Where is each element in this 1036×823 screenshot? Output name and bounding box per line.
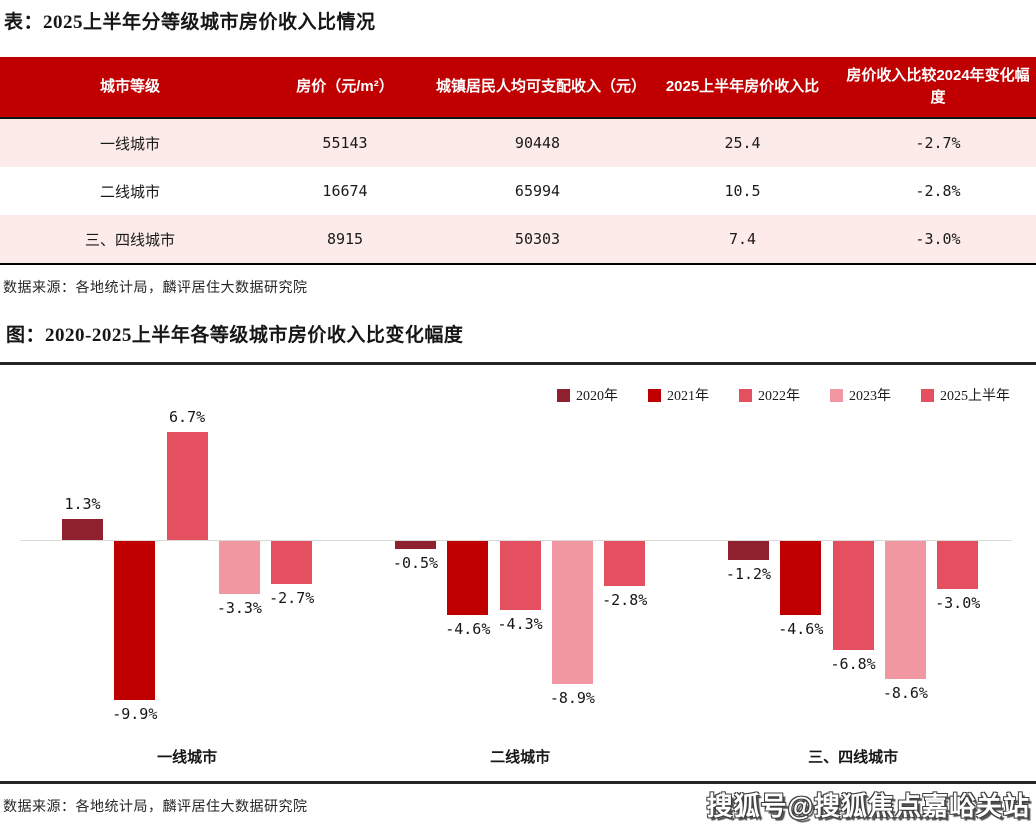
bar-value-label: -3.0% xyxy=(935,594,981,613)
bar-value-label: -8.9% xyxy=(549,689,595,708)
chart-bottom-divider xyxy=(0,781,1036,784)
chart-source: 数据来源：各地统计局，麟评居住大数据研究院 xyxy=(3,800,308,815)
legend-swatch-icon xyxy=(830,388,843,402)
chart-bar xyxy=(551,541,593,685)
chart-bar xyxy=(780,541,822,616)
legend-label: 2025上半年 xyxy=(940,389,1010,404)
table-cell: -2.7% xyxy=(915,134,961,152)
chart-bar xyxy=(884,541,926,680)
table-header-row: 城市等级 房价（元/m²） 城镇居民人均可支配收入（元） 2025上半年房价收入… xyxy=(0,57,1036,119)
bar-chart: 1.3% -0.5% -1.2% -9.9% -4.6% -4.6% 6.7% -4.3% -6… xyxy=(0,368,1036,781)
chart-bar xyxy=(218,541,260,595)
legend-label: 2020年 xyxy=(576,389,618,404)
chart-bar xyxy=(447,541,489,616)
bar-value-label: -9.9% xyxy=(112,705,158,724)
legend-item: 2022年 xyxy=(739,385,800,405)
legend-item: 2023年 xyxy=(830,385,891,405)
legend-item: 2020年 xyxy=(557,385,618,405)
category-label: 一线城市 xyxy=(157,750,218,766)
table-row: 一线城市 55143 90448 25.4 -2.7% xyxy=(0,118,1036,167)
chart-bar xyxy=(166,432,208,540)
zero-axis-line xyxy=(20,540,1012,541)
table-source: 数据来源：各地统计局，麟评居住大数据研究院 xyxy=(3,281,308,296)
chart-bar xyxy=(114,541,156,701)
legend-swatch-icon xyxy=(739,388,752,402)
chart-bar xyxy=(499,541,541,611)
chart-bar xyxy=(937,541,979,590)
bar-value-label: -0.5% xyxy=(392,554,439,573)
chart-legend: 2020年 2021年 2022年 2023年 2025上半年 xyxy=(557,385,1010,405)
chart-bar xyxy=(395,541,436,550)
watermark: 搜狐号@搜狐焦点嘉峪关站 xyxy=(706,791,1030,821)
chart-bar xyxy=(832,541,874,651)
cell-city-tier: 二线城市 xyxy=(99,183,160,201)
legend-swatch-icon xyxy=(648,388,661,402)
table-cell: 7.4 xyxy=(728,230,757,248)
cell-city-tier: 一线城市 xyxy=(99,135,160,153)
table-cell: 65994 xyxy=(514,182,561,200)
chart-top-divider xyxy=(0,362,1036,365)
bar-value-label: -3.3% xyxy=(216,599,262,618)
table-cell: 90448 xyxy=(514,134,561,152)
legend-item: 2021年 xyxy=(648,385,709,405)
chart-bar xyxy=(728,541,769,561)
header-income: 城镇居民人均可支配收入（元） xyxy=(430,57,646,119)
bar-value-label: -4.6% xyxy=(778,620,824,639)
table-row: 三、四线城市 8915 50303 7.4 -3.0% xyxy=(0,215,1036,264)
table-cell: -2.8% xyxy=(915,182,961,200)
header-city-tier: 城市等级 xyxy=(0,57,260,119)
bar-value-label: -4.6% xyxy=(445,620,491,639)
header-ratio: 2025上半年房价收入比 xyxy=(645,57,840,119)
legend-label: 2023年 xyxy=(849,389,891,404)
table-cell: 55143 xyxy=(322,134,368,152)
legend-swatch-icon xyxy=(557,388,570,402)
category-label: 二线城市 xyxy=(490,750,551,766)
table-body: 一线城市 55143 90448 25.4 -2.7% 二线城市 16674 65994 10.… xyxy=(0,118,1036,264)
bar-value-label: -2.7% xyxy=(269,589,315,608)
cell-city-tier: 三、四线城市 xyxy=(84,231,175,249)
table-cell: 50303 xyxy=(514,230,561,248)
chart-bar xyxy=(604,541,646,587)
table-cell: -3.0% xyxy=(915,230,961,248)
legend-swatch-icon xyxy=(921,388,934,402)
bar-value-label: 1.3% xyxy=(64,495,101,514)
bar-value-label: -1.2% xyxy=(725,565,772,584)
table-cell: 25.4 xyxy=(724,134,761,152)
table-cell: 16674 xyxy=(322,182,368,200)
table-cell: 10.5 xyxy=(724,182,761,200)
legend-item: 2025上半年 xyxy=(921,385,1010,405)
header-change: 房价收入比较2024年变化幅度 xyxy=(840,57,1036,119)
table-title: 表：2025上半年分等级城市房价收入比情况 xyxy=(4,12,376,33)
bar-value-label: -6.8% xyxy=(830,655,876,674)
table-row: 二线城市 16674 65994 10.5 -2.8% xyxy=(0,167,1036,215)
legend-label: 2022年 xyxy=(758,389,800,404)
legend-label: 2021年 xyxy=(667,389,709,404)
header-price: 房价（元/m²） xyxy=(260,57,430,119)
bar-value-label: -8.6% xyxy=(882,684,928,703)
bar-value-label: -2.8% xyxy=(602,591,648,610)
bar-value-label: 6.7% xyxy=(169,408,206,427)
table-cell: 8915 xyxy=(326,230,364,248)
chart-title: 图：2020-2025上半年各等级城市房价收入比变化幅度 xyxy=(6,325,464,346)
table-header: 城市等级 房价（元/m²） 城镇居民人均可支配收入（元） 2025上半年房价收入… xyxy=(0,57,1036,119)
chart-bar xyxy=(271,541,313,585)
bar-value-label: -4.3% xyxy=(497,615,543,634)
category-label: 三、四线城市 xyxy=(808,750,899,766)
chart-bar xyxy=(62,519,103,540)
price-income-table: 城市等级 房价（元/m²） 城镇居民人均可支配收入（元） 2025上半年房价收入… xyxy=(0,57,1036,265)
